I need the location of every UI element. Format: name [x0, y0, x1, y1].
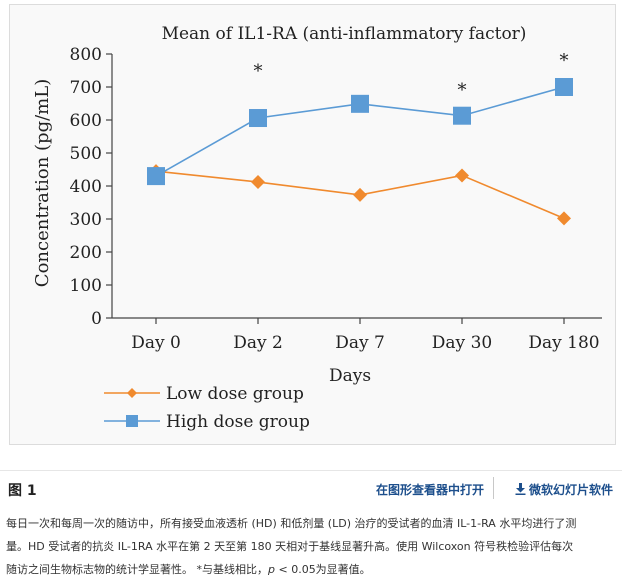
data-point-high-dose-group [453, 106, 471, 125]
legend-marker [127, 388, 137, 398]
figure-panel: Mean of IL1-RA (anti-inflammatory factor… [9, 4, 616, 445]
data-point-high-dose-group [555, 78, 573, 96]
x-tick-label: Day 2 [233, 333, 283, 353]
y-tick-label: 500 [70, 144, 102, 164]
figure-toolbar: 图 1 在图形查看器中打开 微软幻灯片软件 [0, 470, 622, 506]
y-tick-label: 0 [91, 309, 102, 329]
data-point-low-dose-group [557, 211, 571, 226]
data-point-high-dose-group [351, 94, 369, 113]
open-in-viewer-link[interactable]: 在图形查看器中打开 [375, 483, 484, 497]
x-tick-label: Day 30 [432, 333, 492, 353]
y-tick-label: 100 [70, 276, 102, 296]
caption-line-3-end: < 0.05为显著值。 [274, 563, 371, 576]
toolbar-divider [493, 477, 494, 499]
figure-caption: 每日一次和每周一次的随访中，所有接受血液透析 (HD) 和低剂量 (LD) 治疗… [6, 512, 616, 581]
data-point-low-dose-group [455, 168, 469, 183]
download-ppt-link[interactable]: 微软幻灯片软件 [515, 481, 613, 498]
caption-line-3-main: 随访之间生物标志物的统计学显著性。 *与基线相比， [6, 563, 268, 576]
x-tick-label: Day 7 [335, 333, 385, 353]
legend-label: High dose group [166, 412, 310, 432]
data-point-low-dose-group [353, 187, 367, 202]
caption-line-1: 每日一次和每周一次的随访中，所有接受血液透析 (HD) 和低剂量 (LD) 治疗… [6, 517, 577, 530]
data-point-high-dose-group [147, 167, 165, 186]
y-tick-label: 400 [70, 177, 102, 197]
data-point-low-dose-group [251, 175, 265, 190]
y-axis-label: Concentration (pg/mL) [32, 79, 53, 287]
caption-line-3: 随访之间生物标志物的统计学显著性。 *与基线相比，p < 0.05为显著值。 [6, 558, 616, 581]
chart-title: Mean of IL1-RA (anti-inflammatory factor… [162, 24, 527, 44]
line-chart: Mean of IL1-RA (anti-inflammatory factor… [32, 24, 602, 432]
caption-line-2: 量。HD 受试者的抗炎 IL-1RA 水平在第 2 天至第 180 天相对于基线… [6, 540, 574, 553]
x-axis-label: Days [329, 366, 371, 386]
y-tick-label: 200 [70, 243, 102, 263]
x-tick-label: Day 0 [131, 333, 181, 353]
y-tick-label: 800 [70, 45, 102, 65]
y-tick-label: 700 [70, 78, 102, 98]
download-ppt-label: 微软幻灯片软件 [528, 483, 613, 497]
x-tick-label: Day 180 [528, 333, 599, 353]
data-point-high-dose-group [249, 109, 267, 128]
y-tick-label: 300 [70, 210, 102, 230]
significance-marker: * [458, 80, 467, 101]
significance-marker: * [254, 61, 263, 82]
figure-label: 图 1 [8, 483, 37, 499]
caption-p-symbol: p [268, 563, 275, 576]
download-icon [515, 483, 526, 495]
legend-label: Low dose group [166, 384, 304, 404]
legend-marker [126, 415, 138, 427]
significance-marker: * [560, 51, 569, 72]
y-tick-label: 600 [70, 111, 102, 131]
